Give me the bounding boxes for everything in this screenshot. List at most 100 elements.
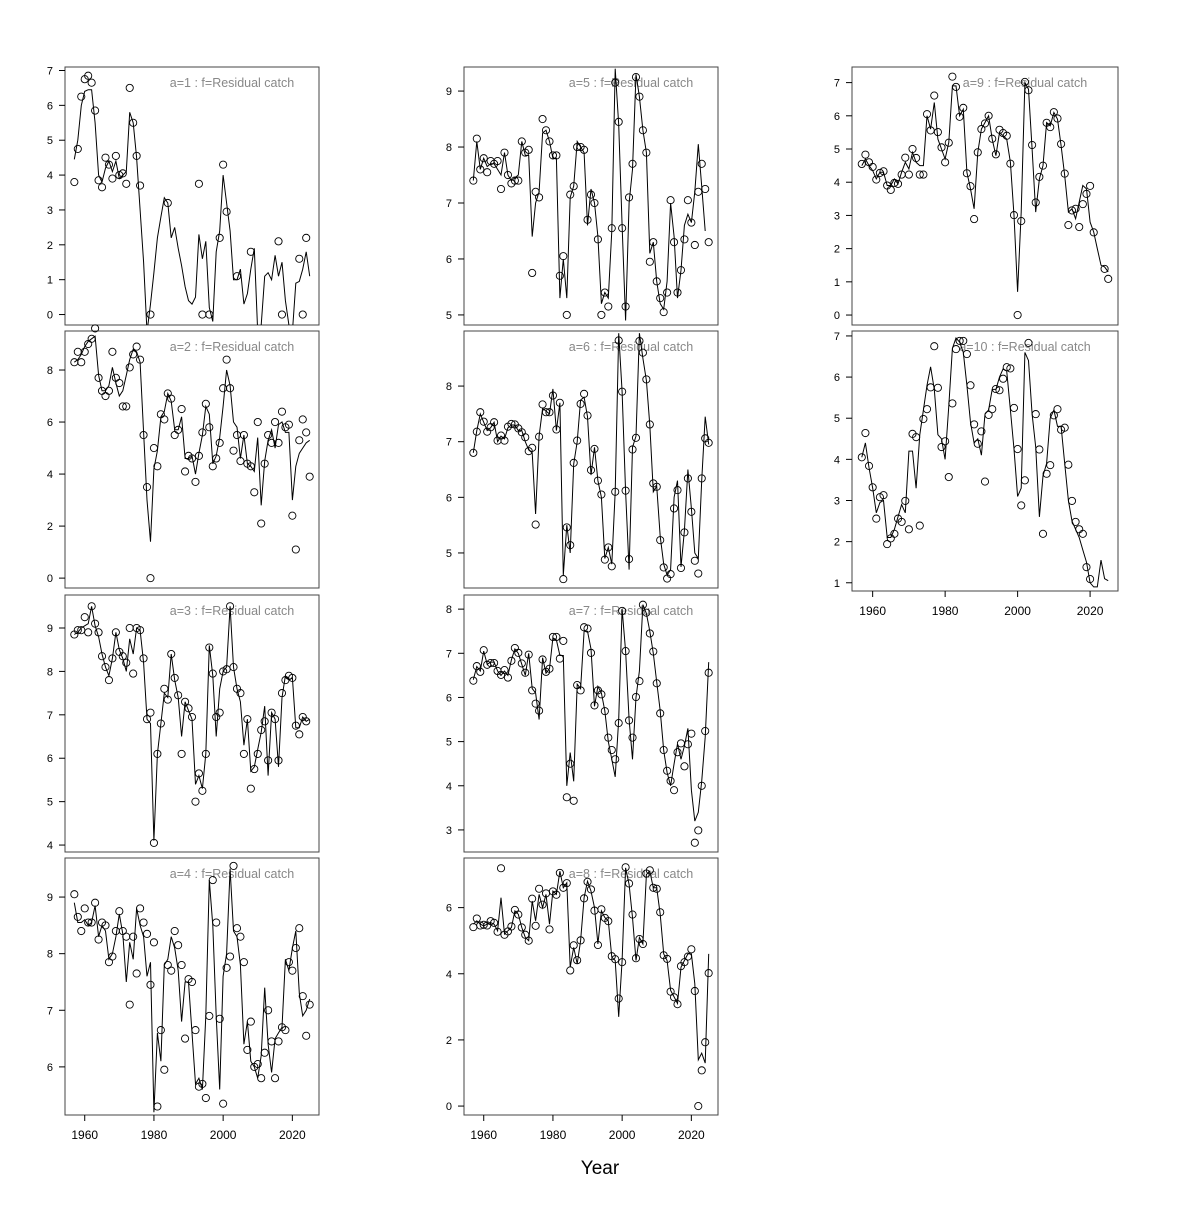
observed-point (493, 156, 502, 166)
observed-point (274, 237, 283, 246)
panel-title: a=7 : f=Residual catch (569, 604, 693, 618)
observed-point (600, 707, 609, 716)
observed-point (656, 709, 665, 718)
observed-point (257, 519, 266, 528)
y-tick-label: 9 (47, 892, 53, 904)
observed-point (649, 238, 658, 247)
observed-point (77, 926, 86, 936)
observed-point (277, 407, 287, 416)
observed-point (562, 523, 571, 532)
observed-point (469, 923, 478, 932)
observed-point (904, 170, 913, 179)
observed-point (625, 555, 634, 564)
observed-point (472, 134, 481, 143)
observed-point (132, 969, 141, 978)
observed-point (181, 1034, 190, 1043)
observed-point (70, 178, 79, 187)
observed-point (538, 400, 547, 409)
observed-point (883, 540, 892, 549)
observed-point (298, 310, 307, 319)
observed-point (500, 436, 509, 445)
observed-point (868, 483, 877, 492)
observed-point (631, 954, 641, 963)
observed-point (625, 193, 634, 202)
observed-point (232, 924, 242, 933)
observed-point (1046, 461, 1055, 470)
observed-point (666, 776, 675, 785)
observed-point (305, 472, 314, 481)
y-tick-label: 8 (47, 365, 53, 377)
fitted-line (472, 68, 706, 321)
observed-point (1002, 363, 1011, 372)
observed-point (552, 425, 561, 434)
x-tick-label: 1980 (141, 1128, 168, 1142)
observed-point (690, 556, 699, 565)
observed-point (246, 462, 255, 471)
observed-point (291, 545, 300, 554)
observed-point (483, 168, 492, 177)
observed-point (597, 690, 606, 699)
observed-point (652, 679, 661, 688)
observed-point (676, 266, 686, 275)
observed-point (569, 458, 578, 467)
observed-point (541, 408, 551, 417)
observed-point (538, 655, 547, 664)
observed-point (521, 930, 530, 939)
observed-point (890, 178, 899, 187)
observed-point (177, 749, 186, 758)
observed-point (205, 423, 214, 432)
observed-point (663, 288, 672, 297)
observed-point (146, 310, 155, 319)
observed-point (645, 257, 654, 266)
observed-point (652, 482, 661, 491)
y-tick-label: 8 (446, 142, 452, 154)
observed-point (580, 145, 589, 154)
observed-point (1086, 575, 1095, 584)
observed-point (104, 160, 113, 169)
observed-point (580, 623, 589, 632)
observed-point (531, 520, 540, 529)
observed-point (573, 436, 582, 445)
observed-point (507, 656, 516, 665)
observed-point (149, 938, 158, 947)
observed-point (586, 190, 596, 199)
observed-point (704, 969, 713, 978)
observed-point (580, 894, 589, 903)
observed-point (160, 684, 169, 693)
observed-point (545, 925, 554, 934)
panel-title: a=8 : f=Residual catch (569, 867, 693, 881)
observed-point (87, 78, 96, 87)
observed-point (663, 954, 672, 963)
observed-point (621, 647, 630, 656)
observed-point (91, 106, 100, 115)
y-tick-label: 5 (47, 797, 53, 809)
observed-point (524, 650, 533, 659)
observed-point (1067, 496, 1077, 505)
y-tick-label: 4 (834, 454, 840, 466)
observed-point (912, 153, 921, 163)
x-tick-label: 2000 (210, 1128, 237, 1142)
observed-point (569, 941, 578, 950)
x-tick-label: 1980 (540, 1128, 567, 1142)
observed-point (84, 628, 93, 637)
observed-point (649, 883, 658, 892)
observed-point (101, 391, 110, 401)
observed-point (271, 417, 280, 427)
panel-5: 5 6 7 8 9 a=5 : f=Residual catch (446, 66, 719, 326)
observed-point (1064, 221, 1073, 230)
panel-title: a=10 : f=Residual catch (959, 340, 1090, 354)
observed-point (966, 381, 975, 390)
fitted-line (472, 867, 710, 1064)
observed-point (1028, 140, 1037, 150)
observed-point (170, 926, 179, 936)
observed-point (919, 170, 928, 179)
observed-point (597, 490, 606, 499)
observed-point (108, 952, 117, 961)
observed-point (291, 943, 300, 953)
observed-point (291, 721, 300, 730)
observed-point (552, 632, 561, 642)
observed-point (246, 1017, 255, 1026)
observed-point (649, 647, 658, 656)
observed-point (264, 1006, 273, 1015)
observed-point (246, 784, 255, 793)
